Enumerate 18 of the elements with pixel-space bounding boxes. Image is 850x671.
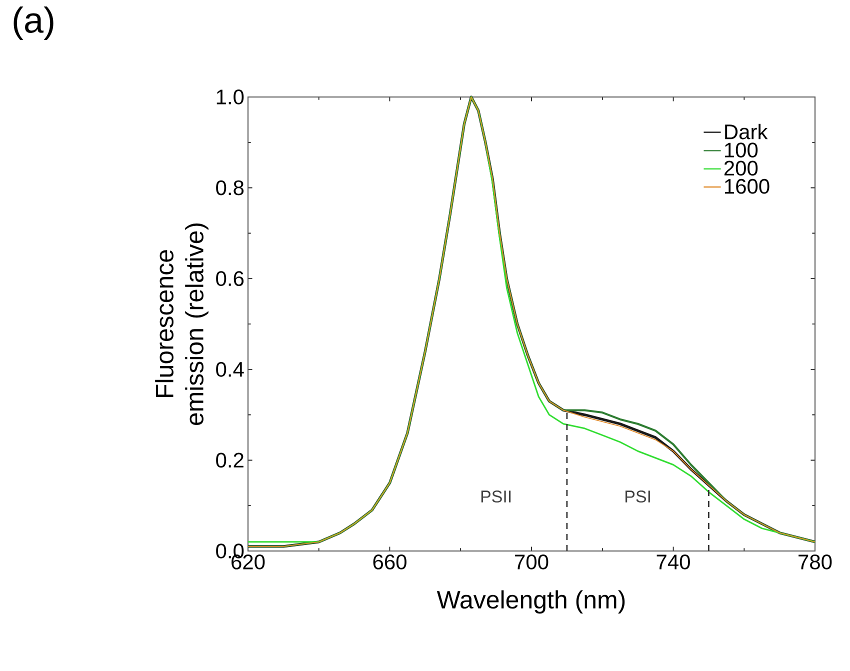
legend-label: Dark (725, 124, 768, 140)
y-axis-title: Fluorescence emission (relative) (155, 223, 208, 426)
y-tick-label: 1.0 (216, 90, 244, 104)
annotation: PSI (626, 490, 650, 503)
y-tick-label: 0.2 (216, 452, 244, 468)
y-tick-label: 0.4 (216, 362, 244, 377)
x-tick-label: 740 (656, 554, 690, 570)
x-tick-label: 700 (515, 554, 548, 570)
y-tick-label: 0.8 (216, 180, 244, 196)
annotation: PSII (481, 490, 511, 503)
x-axis-title: Wavelength (nm) (436, 590, 625, 614)
legend-label: 1600 (725, 178, 770, 194)
chart-title: (a) (14, 6, 54, 40)
legend-label: 200 (724, 160, 758, 176)
legend-label: 100 (725, 142, 758, 158)
x-tick-label: 660 (373, 554, 406, 570)
x-tick-label: 780 (798, 554, 832, 570)
y-tick-label: 0.6 (216, 271, 244, 286)
